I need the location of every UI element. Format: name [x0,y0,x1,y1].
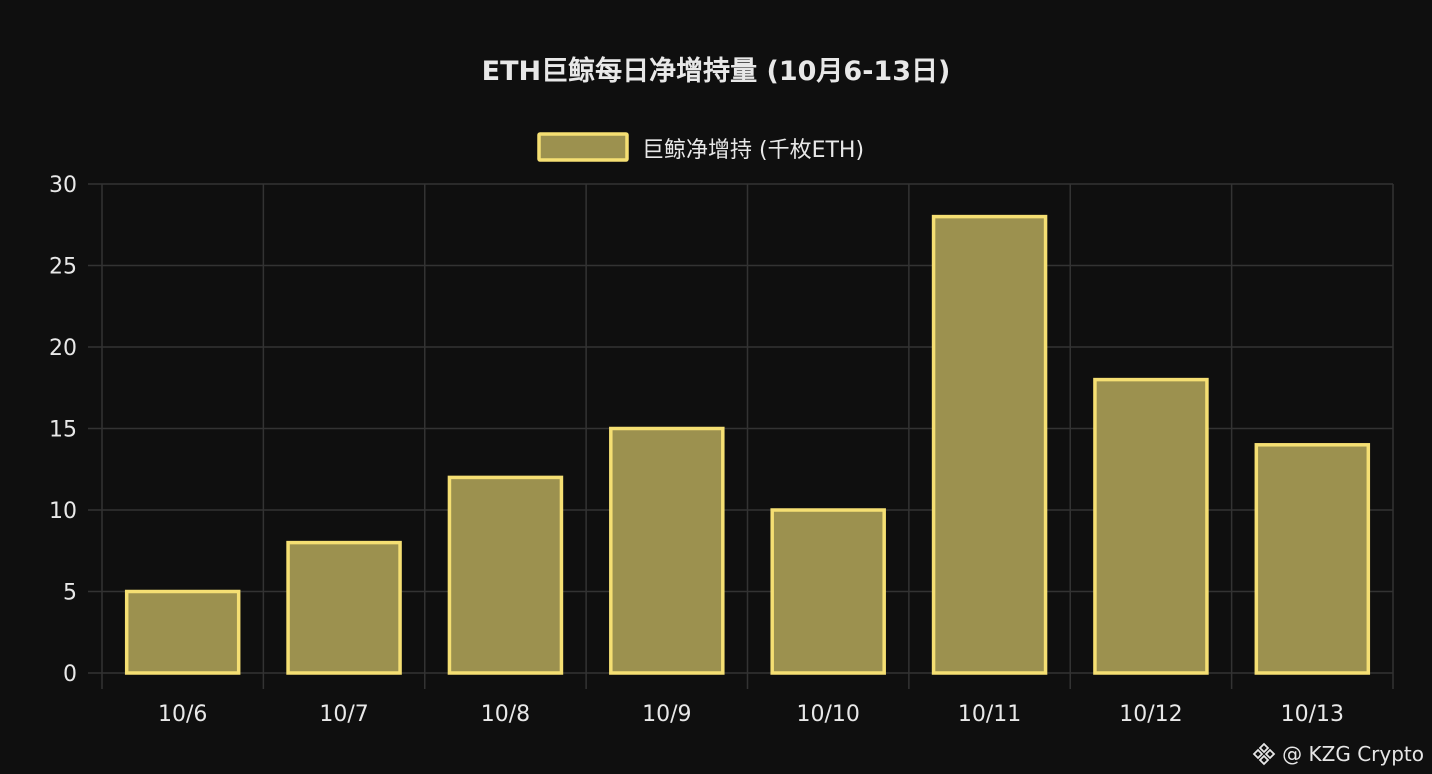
y-tick-label: 10 [49,499,77,524]
x-tick-label: 10/11 [958,702,1021,727]
y-tick-label: 15 [49,418,77,443]
bar-10-13[interactable] [1254,443,1371,675]
y-tick-label: 5 [63,581,77,606]
y-tick-label: 25 [49,255,77,280]
bars [124,214,1371,675]
bar-10-6[interactable] [124,589,241,675]
y-tick-label: 30 [49,173,77,198]
bar-10-8[interactable] [447,475,564,675]
watermark: @ KZG Crypto [1252,742,1424,766]
bar-10-10[interactable] [770,508,886,675]
y-tick-label: 0 [63,662,77,687]
tick-labels: 0 5 10 15 20 25 30 10/6 10/7 10/8 10/9 10/10 10/11 10… [49,173,1344,727]
x-tick-label: 10/12 [1119,702,1182,727]
bar-10-7[interactable] [286,540,402,675]
x-tick-label: 10/13 [1281,702,1344,727]
x-tick-label: 10/8 [481,702,530,727]
x-tick-label: 10/9 [642,702,691,727]
grid-lines [88,183,1394,689]
x-tick-label: 10/6 [158,702,207,727]
y-tick-label: 20 [49,336,77,361]
bar-10-12[interactable] [1093,377,1209,675]
binance-logo-icon [1252,742,1276,766]
legend-label: 巨鲸净增持 (千枚ETH) [642,138,864,163]
watermark-text: @ KZG Crypto [1282,742,1424,766]
chart-title: ETH巨鲸每日净增持量 (10月6-13日) [482,55,951,87]
bar-10-9[interactable] [609,426,725,675]
legend[interactable]: 巨鲸净增持 (千枚ETH) [537,132,864,163]
x-tick-label: 10/7 [319,702,368,727]
bar-10-11[interactable] [931,214,1048,675]
legend-swatch [537,132,629,162]
x-tick-label: 10/10 [796,702,859,727]
